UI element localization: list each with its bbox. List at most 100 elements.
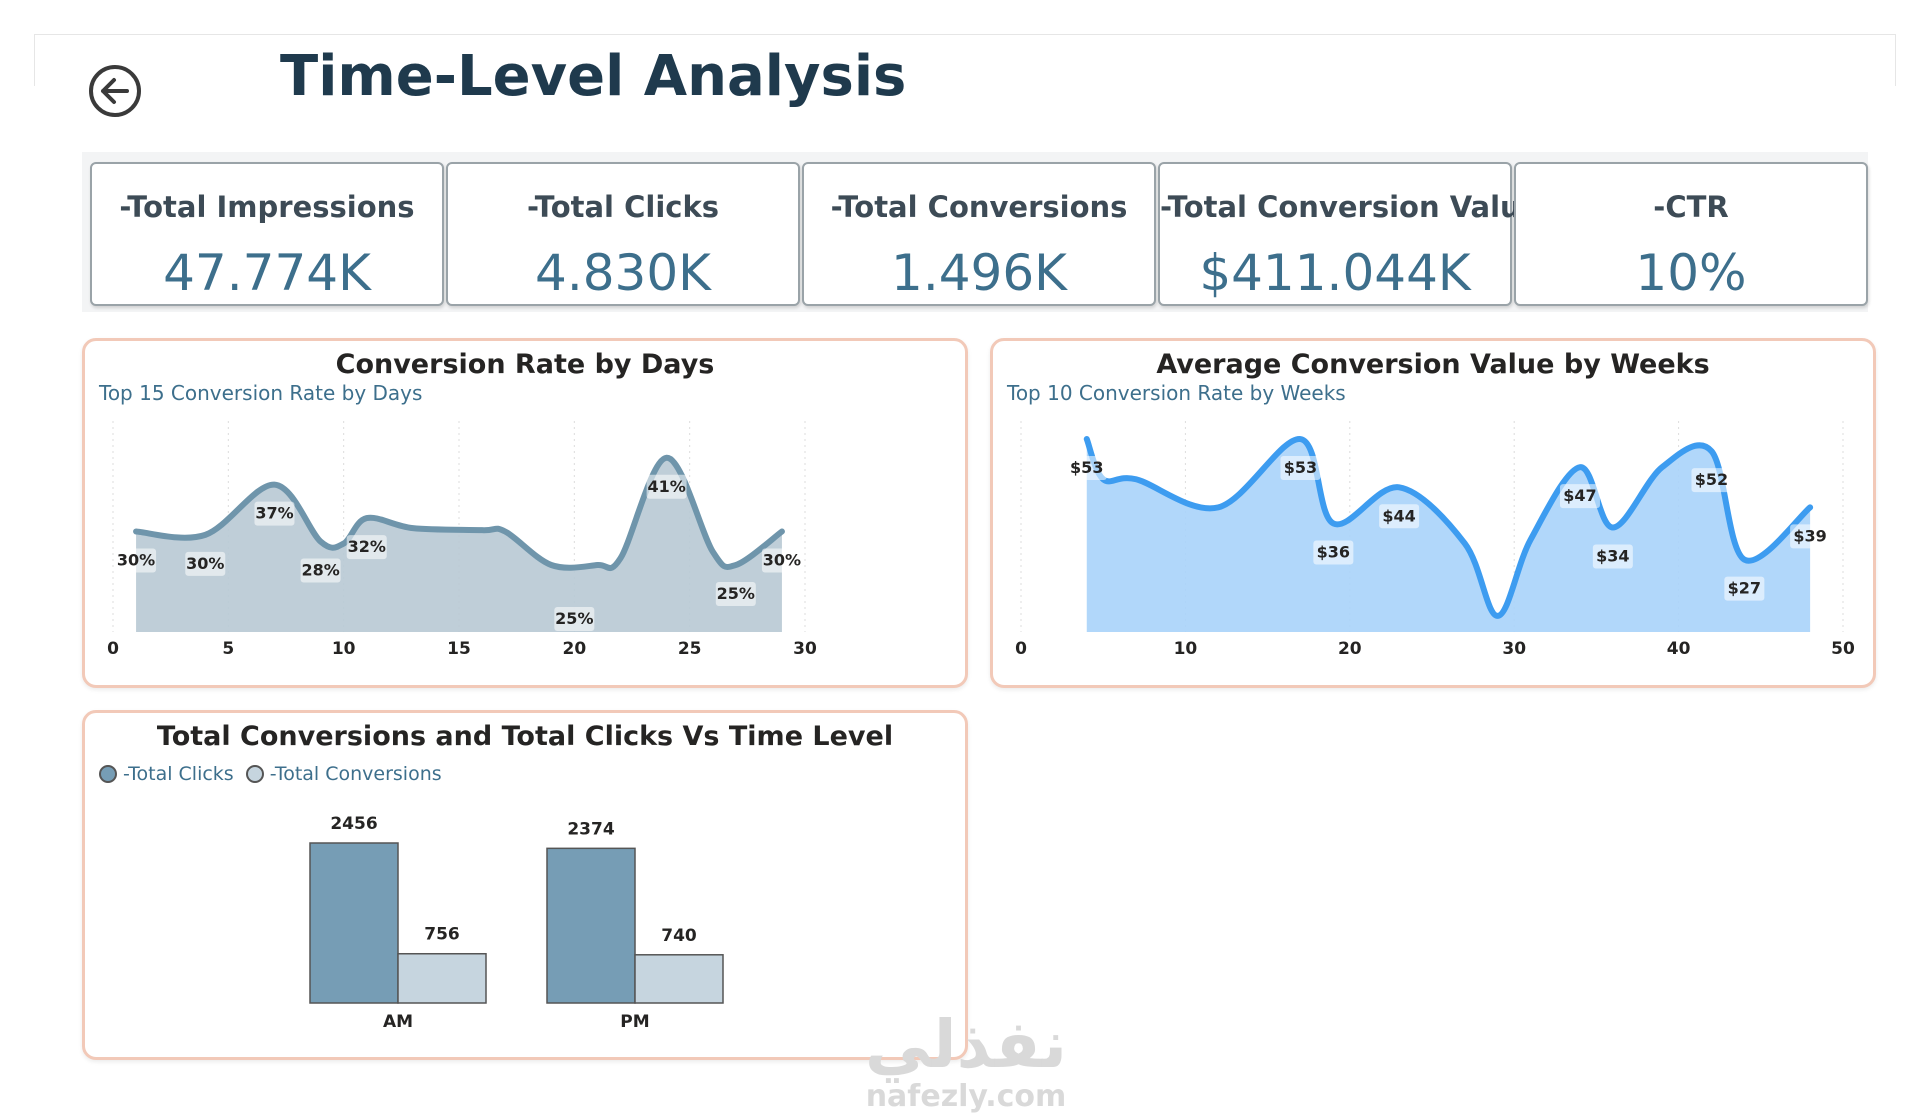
kpi-card-ctr: -CTR 10% [1514, 162, 1868, 306]
data-label: $52 [1695, 470, 1728, 489]
back-arrow-button[interactable] [88, 64, 142, 118]
data-label-bg [1724, 576, 1765, 601]
data-label: $53 [1284, 458, 1317, 477]
back-arrow-icon [89, 65, 141, 117]
data-label-bg [254, 501, 295, 526]
data-label-bg [300, 558, 341, 583]
series-line [133, 454, 785, 571]
bar-value-label: 2374 [567, 819, 614, 839]
data-label: $39 [1793, 526, 1826, 545]
chart-title: Average Conversion Value by Weeks [1156, 349, 1710, 380]
data-label-bg [646, 474, 687, 499]
data-label: 28% [301, 561, 339, 580]
kpi-card-conversion-value: -Total Conversion Value $411.044K [1158, 162, 1541, 306]
watermark-latin: nafezly.com [865, 1079, 1067, 1114]
watermark-arabic: نفذلي [865, 1006, 1067, 1083]
data-label-bg [1313, 540, 1354, 565]
kpi-value: 1.496K [891, 244, 1067, 302]
bar [397, 952, 487, 1004]
data-label: 30% [117, 551, 155, 570]
page-frame-right [1895, 34, 1896, 86]
legend-label-clicks: -Total Clicks [123, 763, 234, 785]
data-label: $34 [1596, 546, 1629, 565]
data-label: $44 [1382, 506, 1415, 525]
kpi-value: 47.774K [163, 244, 371, 302]
data-label-bg [1790, 524, 1831, 549]
kpi-strip: -Total Impressions 47.774K -Total Clicks… [82, 152, 1868, 312]
data-label: 30% [186, 554, 224, 573]
x-tick-label: 0 [1015, 639, 1027, 659]
kpi-card-clicks: -Total Clicks 4.830K [446, 162, 800, 306]
bar-value-label: 740 [661, 926, 697, 946]
chart-legend: -Total Clicks -Total Conversions [99, 763, 442, 785]
kpi-value: 4.830K [535, 244, 711, 302]
chart-title: Conversion Rate by Days [335, 349, 715, 380]
data-label-bg [116, 548, 157, 573]
legend-marker-conversions [245, 765, 264, 783]
data-label-bg [761, 548, 802, 573]
data-label-bg [1379, 504, 1420, 529]
data-label: 25% [555, 609, 593, 628]
days-area-chart: 0 5 10 15 20 25 30 30% 30% 37% 28% 32% 25% 41% 25% 30% [107, 421, 817, 659]
category-label: AM [383, 1012, 413, 1032]
x-tick-label: 15 [447, 639, 471, 659]
chart-title: Total Conversions and Total Clicks Vs Ti… [156, 721, 894, 752]
category-label: PM [620, 1012, 649, 1032]
data-label-bg [1066, 456, 1107, 481]
x-tick-label: 20 [562, 639, 586, 659]
data-label-bg [1280, 456, 1321, 481]
kpi-label: -CTR [1653, 190, 1729, 224]
weeks-area-chart: 0 10 20 30 40 50 $53 $53 $36 $44 $47 $34 $52 $27 $39 [1015, 421, 1855, 659]
bar [546, 847, 636, 1004]
data-label: 25% [717, 584, 755, 603]
kpi-label: -Total Conversions [830, 190, 1128, 224]
kpi-label: -Total Conversion Value [1160, 190, 1541, 224]
bar-value-label: 756 [424, 925, 460, 945]
time-level-bar-card: Total Conversions and Total Clicks Vs Ti… [82, 710, 968, 1060]
data-label: 30% [763, 551, 801, 570]
data-label: $27 [1728, 579, 1761, 598]
kpi-value: 10% [1635, 244, 1747, 302]
chart-subtitle: Top 15 Conversion Rate by Days [99, 381, 423, 405]
data-label: 32% [348, 537, 386, 556]
weeks-chart-card: Average Conversion Value by Weeks Top 10… [990, 338, 1876, 688]
page-frame [34, 34, 1896, 87]
time-level-bar-chart: 2456 756 AM 2374 740 PM [309, 814, 724, 1032]
data-label-bg [715, 582, 756, 606]
x-tick-label: 20 [1338, 639, 1362, 659]
bar [309, 842, 399, 1004]
data-label-bg [1559, 484, 1600, 509]
x-tick-label: 40 [1667, 639, 1691, 659]
watermark: نفذلي nafezly.com [856, 1010, 1076, 1114]
x-tick-label: 30 [1502, 639, 1526, 659]
bar [634, 954, 724, 1004]
page-frame-left [34, 34, 35, 86]
x-tick-label: 30 [793, 639, 817, 659]
x-tick-label: 0 [107, 639, 119, 659]
data-label-bg [554, 607, 595, 631]
x-tick-label: 5 [222, 639, 234, 659]
data-label: 41% [647, 477, 685, 496]
bar-value-label: 2456 [330, 814, 377, 834]
area-fill [1086, 438, 1811, 632]
data-label-bg [346, 535, 387, 560]
x-tick-label: 25 [678, 639, 702, 659]
page-title: Time-Level Analysis [280, 44, 907, 109]
legend-marker-clicks [99, 765, 117, 783]
data-label: $36 [1317, 542, 1350, 561]
kpi-value: $411.044K [1199, 244, 1471, 302]
kpi-label: -Total Impressions [119, 190, 415, 224]
x-tick-label: 50 [1831, 639, 1855, 659]
data-label-bg [1592, 544, 1633, 569]
chart-subtitle: Top 10 Conversion Rate by Weeks [1007, 381, 1346, 405]
kpi-card-conversions: -Total Conversions 1.496K [802, 162, 1156, 306]
kpi-label: -Total Clicks [527, 190, 719, 224]
data-label-bg [1691, 468, 1732, 493]
area-fill [136, 457, 782, 632]
data-label: $53 [1070, 458, 1103, 477]
data-label-bg [185, 551, 226, 576]
series-line [1083, 436, 1814, 619]
data-label: 37% [255, 504, 293, 523]
legend-label-conversions: -Total Conversions [269, 763, 442, 785]
x-tick-label: 10 [1174, 639, 1198, 659]
